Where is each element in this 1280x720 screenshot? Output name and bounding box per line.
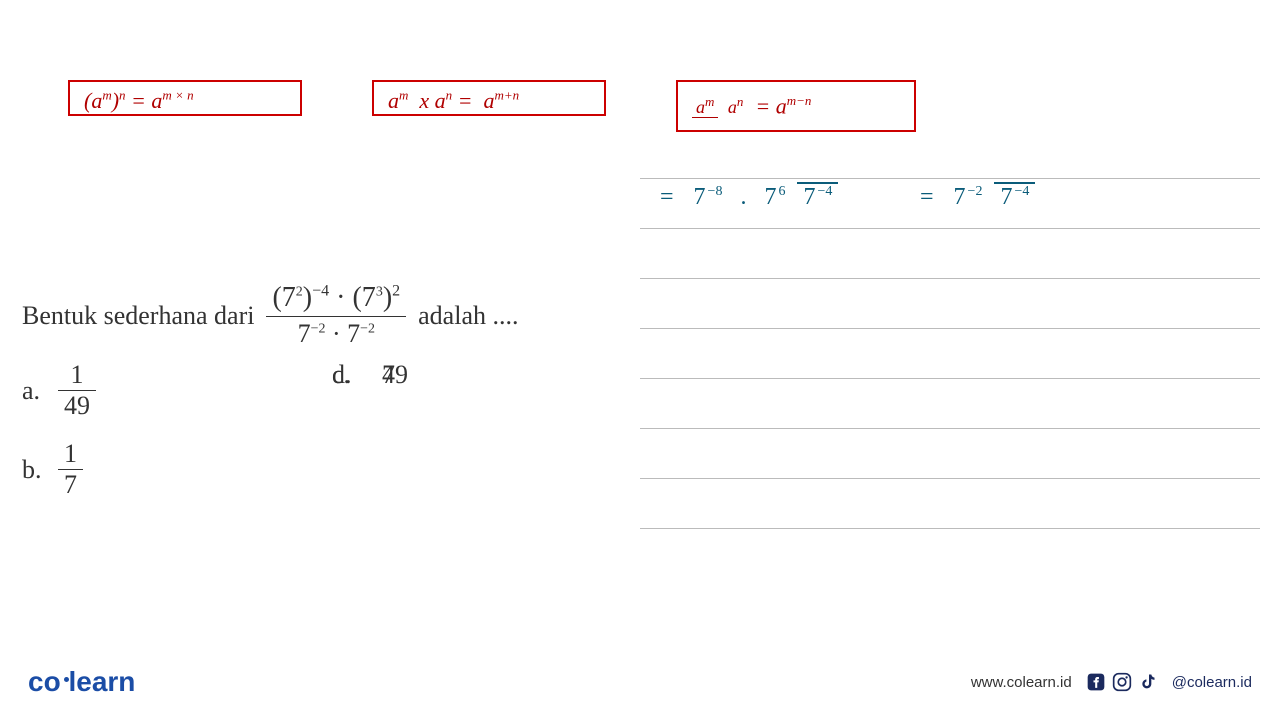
problem-denominator: 7−2 · 7−2 <box>266 316 406 351</box>
nb-line <box>640 278 1260 279</box>
hw-num: 7−8 . 76 <box>688 184 798 210</box>
nb-line <box>640 328 1260 329</box>
nb-line <box>640 428 1260 429</box>
equals: = am−n <box>755 93 811 119</box>
option-frac: 1 7 <box>58 439 83 500</box>
hw-num: 7−2 <box>948 184 995 210</box>
option-label: d. <box>332 360 368 390</box>
tiktok-icon[interactable] <box>1138 672 1158 692</box>
formula-box-quotient: am an = am−n <box>676 80 916 132</box>
notebook-area: = 7−8 . 76 7−4 = 7−2 7−4 <box>640 170 1260 550</box>
hw-equals: = <box>660 184 674 211</box>
option-label: b. <box>22 455 58 485</box>
problem-fraction: (72)−4 · (73)2 7−2 · 7−2 <box>266 280 406 351</box>
footer: co learn www.colearn.id @colearn.id <box>0 666 1280 698</box>
hw-den: 7−4 <box>994 182 1035 210</box>
handwrite-step2: = 7−2 7−4 <box>920 184 1035 211</box>
formula-box-product: am x an = am+n <box>372 80 606 116</box>
option-frac: 1 49 <box>58 360 96 421</box>
footer-right: www.colearn.id @colearn.id <box>971 672 1252 692</box>
frac-den: an <box>724 97 748 117</box>
option-a[interactable]: a. 1 49 c. 7 <box>22 360 96 421</box>
option-label: a. <box>22 376 58 406</box>
instagram-icon[interactable] <box>1112 672 1132 692</box>
formula-text: am x an = am+n <box>388 88 519 113</box>
options: a. 1 49 c. 7 b. 1 7 d. 49 <box>22 360 96 518</box>
nb-line <box>640 528 1260 529</box>
frac-num: am <box>692 97 718 118</box>
footer-url[interactable]: www.colearn.id <box>971 674 1072 691</box>
option-value: 49 <box>382 360 408 390</box>
nb-line <box>640 478 1260 479</box>
hw-den: 7−4 <box>797 182 838 210</box>
logo: co learn <box>28 666 135 698</box>
formula-box-power: (am)n = am × n <box>68 80 302 116</box>
nb-line <box>640 378 1260 379</box>
problem-suffix: adalah .... <box>418 301 518 331</box>
logo-dot-icon <box>64 677 69 682</box>
option-b[interactable]: b. 1 7 d. 49 <box>22 439 96 500</box>
footer-handle[interactable]: @colearn.id <box>1172 674 1252 691</box>
formula-fraction: am an <box>692 93 747 119</box>
facebook-icon[interactable] <box>1086 672 1106 692</box>
formula-text: (am)n = am × n <box>84 88 194 113</box>
nb-line <box>640 178 1260 179</box>
nb-line <box>640 228 1260 229</box>
problem-area: Bentuk sederhana dari (72)−4 · (73)2 7−2… <box>22 280 632 351</box>
handwrite-step1: = 7−8 . 76 7−4 <box>660 184 838 211</box>
social-icons <box>1086 672 1158 692</box>
hw-fraction-1: 7−8 . 76 7−4 <box>688 184 839 211</box>
problem-prefix: Bentuk sederhana dari <box>22 301 254 331</box>
hw-fraction-2: 7−2 7−4 <box>948 184 1036 211</box>
problem-numerator: (72)−4 · (73)2 <box>266 280 406 316</box>
option-d[interactable]: d. 49 <box>332 360 408 390</box>
hw-equals: = <box>920 184 934 211</box>
